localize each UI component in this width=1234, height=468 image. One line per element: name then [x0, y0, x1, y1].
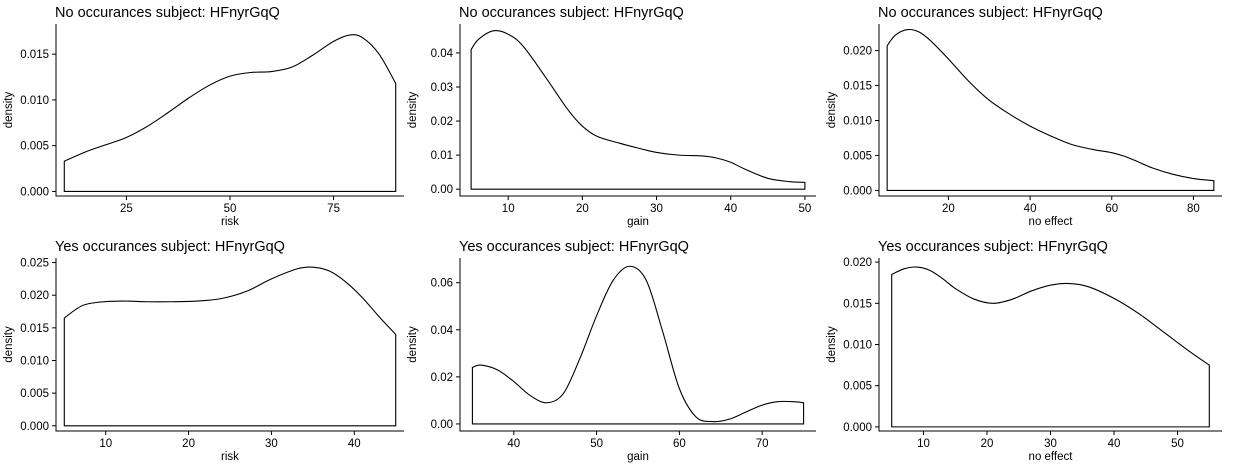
y-tick-label: 0.04	[431, 325, 454, 337]
y-tick-label: 0.010	[843, 340, 872, 352]
y-tick-label: 0.000	[843, 422, 872, 434]
y-tick-label: 0.020	[843, 46, 872, 58]
x-tick-label: 20	[942, 203, 955, 215]
y-tick-label: 0.025	[20, 258, 49, 270]
density-curve	[886, 28, 1215, 191]
y-tick-label: 0.020	[20, 290, 49, 302]
y-tick-label: 0.005	[843, 381, 872, 393]
density-curve	[63, 34, 397, 192]
panel-title: Yes occurances subject: HFnyrGqQ	[459, 239, 689, 255]
y-tick-label: 0.005	[20, 141, 49, 153]
x-tick-label: 10	[917, 438, 930, 450]
x-tick-label: 20	[182, 438, 195, 450]
y-tick-label: 0.020	[843, 257, 872, 269]
x-axis-label: no effect	[1029, 451, 1074, 463]
density-panel-4: Yes occurances subject: HFnyrGqQ 10 20 30 40…	[3, 239, 404, 463]
x-tick-label: 40	[724, 203, 737, 215]
density-curve	[63, 266, 397, 427]
x-tick-label: 50	[224, 203, 237, 215]
x-tick-label: 50	[798, 203, 811, 215]
x-tick-label: 30	[650, 203, 663, 215]
density-curve	[891, 266, 1210, 428]
x-axis-label: gain	[627, 216, 649, 228]
x-tick-label: 80	[1187, 203, 1200, 215]
y-tick-label: 0.015	[20, 323, 49, 335]
y-tick-label: 0.000	[20, 421, 49, 433]
x-axis-label: risk	[221, 216, 239, 228]
y-tick-label: 0.00	[431, 184, 453, 196]
y-tick-label: 0.000	[843, 185, 872, 197]
density-panel-1: No occurances subject: HFnyrGqQ 25 50 75 0.0…	[3, 5, 404, 228]
x-tick-label: 75	[327, 203, 340, 215]
x-axis-label: no effect	[1029, 216, 1074, 228]
y-tick-label: 0.015	[843, 81, 872, 93]
y-axis-label: density	[826, 326, 838, 363]
x-tick-label: 30	[1044, 438, 1057, 450]
x-tick-label: 20	[981, 438, 994, 450]
y-tick-label: 0.02	[431, 372, 453, 384]
x-tick-label: 20	[576, 203, 589, 215]
y-tick-label: 0.04	[431, 48, 454, 60]
x-tick-label: 50	[590, 438, 603, 450]
y-tick-label: 0.03	[431, 82, 453, 94]
x-tick-label: 60	[1105, 203, 1118, 215]
y-tick-label: 0.015	[843, 298, 872, 310]
density-curve	[470, 30, 806, 190]
density-panel-2: No occurances subject: HFnyrGqQ 10 20 30 40 5…	[407, 5, 816, 228]
y-tick-label: 0.02	[431, 116, 453, 128]
x-axis-label: gain	[627, 451, 649, 463]
y-tick-label: 0.010	[20, 95, 49, 107]
y-tick-label: 0.005	[843, 150, 872, 162]
x-tick-label: 30	[265, 438, 278, 450]
y-tick-label: 0.01	[431, 150, 453, 162]
y-tick-label: 0.010	[843, 115, 872, 127]
density-curve	[471, 265, 805, 425]
y-axis-label: density	[826, 92, 838, 129]
x-tick-label: 10	[99, 438, 112, 450]
panel-title: Yes occurances subject: HFnyrGqQ	[878, 239, 1108, 255]
x-tick-label: 40	[1108, 438, 1121, 450]
y-tick-label: 0.00	[431, 419, 453, 431]
x-tick-label: 50	[1171, 438, 1184, 450]
y-axis-label: density	[3, 92, 15, 129]
x-tick-label: 40	[348, 438, 361, 450]
x-tick-label: 40	[1024, 203, 1037, 215]
panel-title: Yes occurances subject: HFnyrGqQ	[55, 239, 285, 255]
x-tick-label: 70	[756, 438, 769, 450]
x-tick-label: 10	[502, 203, 515, 215]
x-tick-label: 25	[120, 203, 133, 215]
density-panel-6: Yes occurances subject: HFnyrGqQ 10 20 30 40…	[826, 239, 1222, 463]
y-tick-label: 0.005	[20, 388, 49, 400]
panel-title: No occurances subject: HFnyrGqQ	[459, 5, 684, 21]
y-axis-label: density	[407, 326, 419, 363]
y-axis-label: density	[3, 326, 15, 363]
panel-title: No occurances subject: HFnyrGqQ	[878, 5, 1103, 21]
panel-title: No occurances subject: HFnyrGqQ	[55, 5, 280, 21]
density-panel-5: Yes occurances subject: HFnyrGqQ 40 50 60 70…	[407, 239, 816, 463]
y-tick-label: 0.015	[20, 49, 49, 61]
y-tick-label: 0.010	[20, 355, 49, 367]
density-panel-3: No occurances subject: HFnyrGqQ 20 40 60 80 0…	[826, 5, 1222, 228]
x-tick-label: 60	[673, 438, 686, 450]
x-axis-label: risk	[221, 451, 239, 463]
y-tick-label: 0.000	[20, 186, 49, 198]
y-tick-label: 0.06	[431, 278, 453, 290]
x-tick-label: 40	[507, 438, 520, 450]
y-axis-label: density	[407, 92, 419, 129]
